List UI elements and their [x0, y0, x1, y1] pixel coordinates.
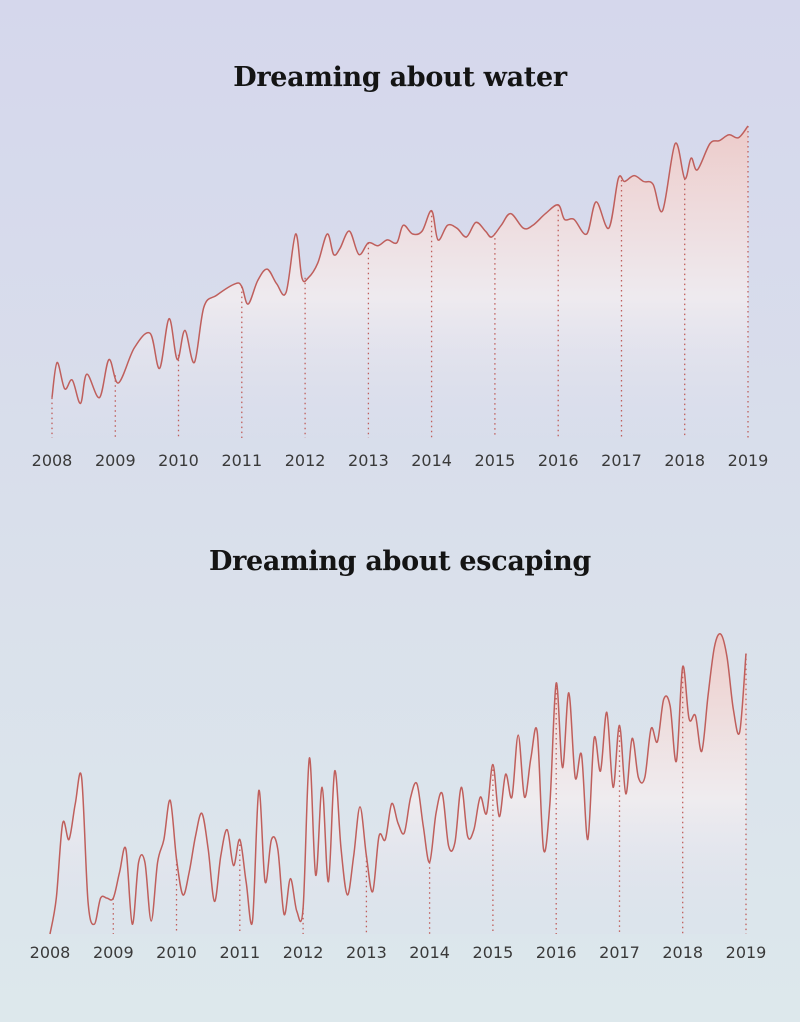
chart-water: Dreaming about water 2008 2009 2010 2011 201… — [0, 0, 800, 500]
x-tick-label-escaping-2017: 2017 — [599, 943, 640, 962]
x-tick-label-water-2013: 2013 — [348, 451, 389, 470]
x-tick-label-water-2014: 2014 — [411, 451, 452, 470]
chart-escaping: Dreaming about escaping 2008 2009 2010 2011… — [0, 510, 800, 1022]
x-tick-label-water-2009: 2009 — [95, 451, 136, 470]
x-tick-label-escaping-2008: 2008 — [30, 943, 71, 962]
plot-water: 2008 2009 2010 2011 2012 2013 2014 2015 2016 2017… — [32, 125, 769, 470]
x-tick-label-escaping-2014: 2014 — [409, 943, 450, 962]
x-tick-label-water-2012: 2012 — [285, 451, 326, 470]
chart-title-escaping: Dreaming about escaping — [209, 546, 591, 577]
x-tick-label-escaping-2019: 2019 — [726, 943, 767, 962]
area-fill-water — [52, 126, 748, 438]
x-tick-label-water-2016: 2016 — [538, 451, 579, 470]
x-tick-label-water-2011: 2011 — [221, 451, 262, 470]
x-tick-label-escaping-2013: 2013 — [346, 943, 387, 962]
x-tick-label-escaping-2009: 2009 — [93, 943, 134, 962]
series-line-water — [51, 125, 749, 405]
x-tick-label-escaping-2010: 2010 — [156, 943, 197, 962]
chart-title-water: Dreaming about water — [233, 62, 567, 93]
x-tick-label-escaping-2015: 2015 — [473, 943, 514, 962]
x-tick-label-water-2010: 2010 — [158, 451, 199, 470]
x-tick-label-water-2017: 2017 — [601, 451, 642, 470]
x-tick-label-water-2019: 2019 — [728, 451, 769, 470]
plot-escaping: 2008 2009 2010 2011 2012 2013 2014 2015 2016 2017… — [30, 632, 767, 962]
series-line-escaping — [49, 632, 747, 935]
x-tick-label-water-2018: 2018 — [664, 451, 705, 470]
area-fill-escaping — [50, 633, 746, 934]
x-tick-label-water-2015: 2015 — [475, 451, 516, 470]
x-tick-label-water-2008: 2008 — [32, 451, 73, 470]
x-tick-label-escaping-2016: 2016 — [536, 943, 577, 962]
x-tick-label-escaping-2012: 2012 — [283, 943, 324, 962]
x-tick-label-escaping-2018: 2018 — [662, 943, 703, 962]
x-tick-label-escaping-2011: 2011 — [219, 943, 260, 962]
